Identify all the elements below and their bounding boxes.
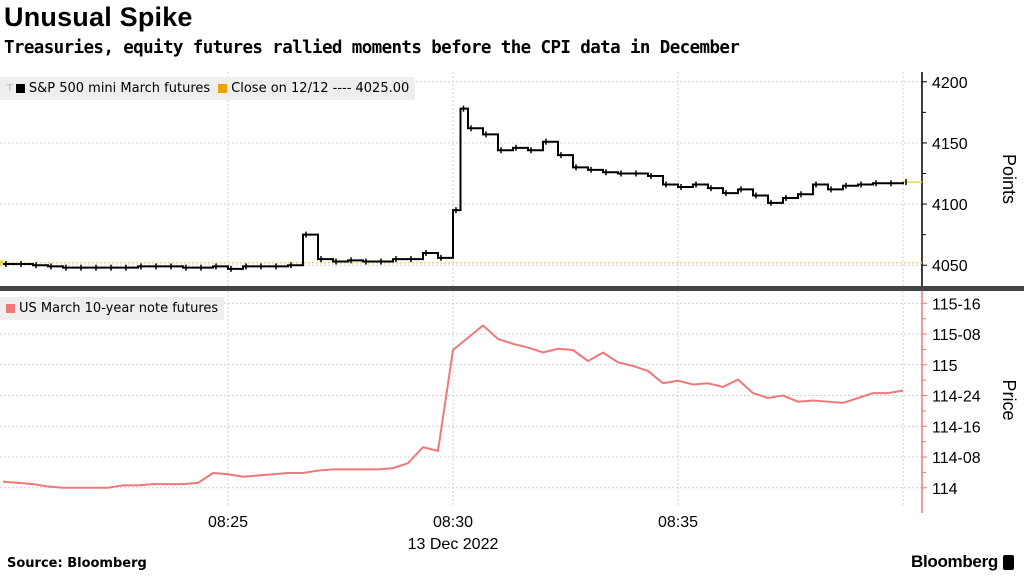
y-tick-label: 4150 [932, 136, 968, 153]
legend-swatch-red [6, 304, 15, 313]
bloomberg-logo-icon [1003, 554, 1014, 570]
y-tick-label: 114-24 [932, 389, 981, 406]
panel-divider [0, 286, 1024, 291]
legend-bottom: US March 10-year note futures [0, 297, 225, 320]
y-tick-label: 4050 [932, 258, 968, 275]
logo-text: Bloomberg [910, 552, 998, 571]
y-tick-label: 114 [932, 481, 958, 498]
y-tick-label: 114-16 [932, 419, 981, 436]
source-note: Source: Bloomberg [7, 556, 147, 571]
y-tick-label: 115-16 [932, 296, 981, 313]
chart-subtitle: Treasuries, equity futures rallied momen… [4, 38, 740, 58]
legend-item-treasury: US March 10-year note futures [6, 301, 218, 316]
x-tick-label: 08:35 [658, 514, 698, 531]
legend-item-sp500: S&P 500 mini March futures [15, 81, 211, 96]
legend-swatch-orange [218, 84, 228, 93]
legend-item-close: Close on 12/12 ---- 4025.00 [218, 81, 409, 96]
y-axis-title-price: Price [999, 379, 1019, 420]
x-tick-label: 08:30 [433, 514, 473, 531]
y-tick-label: 4100 [932, 197, 968, 214]
legend-label: US March 10-year note futures [19, 301, 219, 316]
legend-label: S&P 500 mini March futures [28, 81, 211, 96]
y-axis-title-points: Points [999, 154, 1019, 204]
x-axis-date-label: 13 Dec 2022 [408, 536, 499, 553]
legend-label: Close on 12/12 ---- 4025.00 [231, 81, 410, 96]
y-tick-label: 115-08 [932, 327, 981, 344]
treasury-line [2, 324, 904, 489]
bloomberg-logo: Bloomberg [911, 552, 1014, 572]
sp500-step-line [3, 107, 904, 270]
legend-swatch-black [15, 84, 25, 93]
y-tick-label: 115 [932, 358, 958, 375]
chart-title: Unusual Spike [4, 2, 193, 32]
legend-top: ⊤ S&P 500 mini March futures Close on 12… [0, 77, 416, 100]
y-tick-label: 4200 [932, 75, 968, 92]
legend-pin-icon: ⊤ [6, 83, 14, 94]
x-tick-label: 08:25 [208, 514, 248, 531]
close-marker-dot [0, 259, 4, 266]
y-tick-label: 114-08 [932, 450, 981, 467]
